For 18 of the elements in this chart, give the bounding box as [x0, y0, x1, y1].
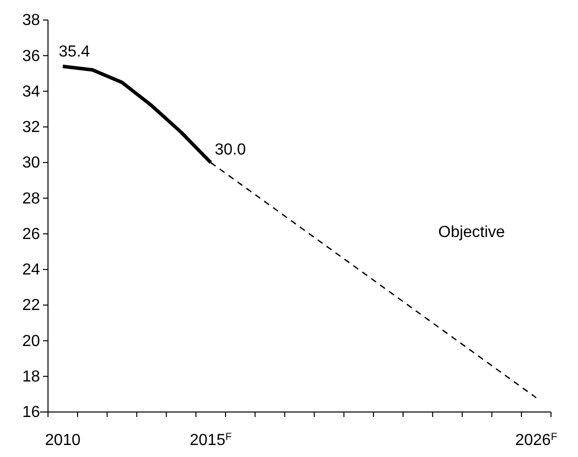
y-tick-label: 38: [22, 12, 40, 30]
x-tick-label: 2015$^{F}$: [190, 432, 232, 449]
y-tick-label: 32: [22, 119, 40, 136]
y-tick-label: 30: [22, 154, 40, 172]
y-tick-label: 26: [22, 226, 40, 243]
y-tick-label: 16: [22, 404, 40, 422]
text: Objective: [438, 224, 506, 241]
y-tick-label: 22: [22, 297, 40, 314]
x-tick-label: 2010: [44, 432, 81, 449]
data-label: 35.4: [58, 43, 90, 60]
y-tick-label: 28: [22, 190, 40, 208]
data-label: 30.0: [214, 142, 246, 159]
y-tick-label: 36: [22, 48, 40, 65]
x-tick-label: 2026$^{F}$: [515, 432, 558, 449]
y-tick-label: 18: [22, 368, 40, 386]
y-tick-label: 34: [22, 83, 40, 100]
y-tick-label: 20: [22, 332, 40, 350]
y-tick-label: 24: [22, 262, 40, 279]
